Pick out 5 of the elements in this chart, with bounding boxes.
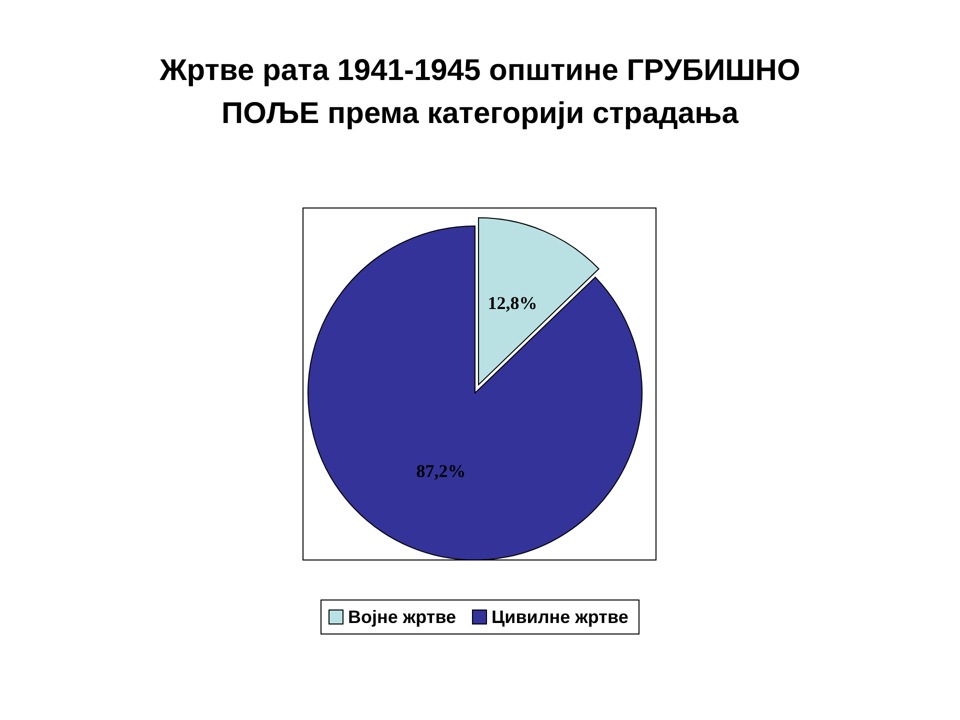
data-label: 12,8% [488, 292, 538, 313]
legend-label: Цивилне жртве [492, 607, 628, 627]
data-label: 87,2% [416, 461, 466, 482]
legend-label: Војне жртве [348, 607, 456, 627]
chart-title: Жртве рата 1941-1945 општине ГРУБИШНО ПОЉЕ према категорији страдања [158, 54, 800, 130]
